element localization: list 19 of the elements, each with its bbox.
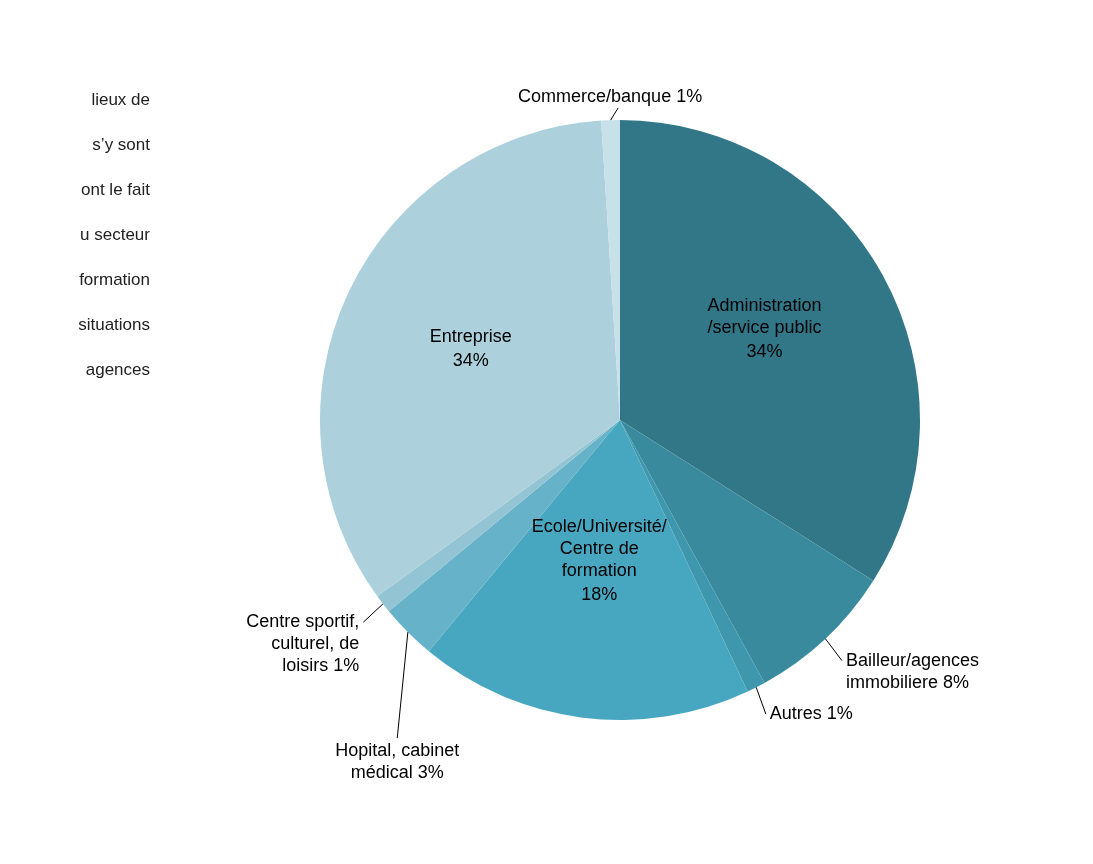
- slice-label: Administration /service public: [707, 294, 822, 337]
- slice-label: Entreprise: [429, 325, 512, 346]
- slice-label: Bailleur/agences immobiliere 8%: [845, 649, 979, 692]
- text: s’y sont: [92, 135, 151, 154]
- text: ont le fait: [81, 180, 151, 199]
- slice-label: Centre sportif, culturel, de loisirs 1%: [246, 611, 360, 676]
- slice-label: Autres 1%: [769, 703, 853, 724]
- data-label: 34%: [746, 340, 783, 361]
- slice-label: Ecole/Université/Centre de formation: [531, 515, 667, 580]
- text: situations: [78, 315, 150, 334]
- text: u secteur: [80, 225, 151, 244]
- slice-label: Hopital, cabinet médical 3%: [335, 740, 460, 782]
- data-label: 18%: [581, 583, 618, 604]
- data-label: 34%: [452, 349, 489, 370]
- pie-slice: [428, 420, 748, 720]
- text: lieux de: [91, 90, 150, 109]
- text: formation: [79, 270, 150, 289]
- slice-label: Commerce/banque 1%: [518, 86, 703, 106]
- text: agences: [85, 360, 150, 379]
